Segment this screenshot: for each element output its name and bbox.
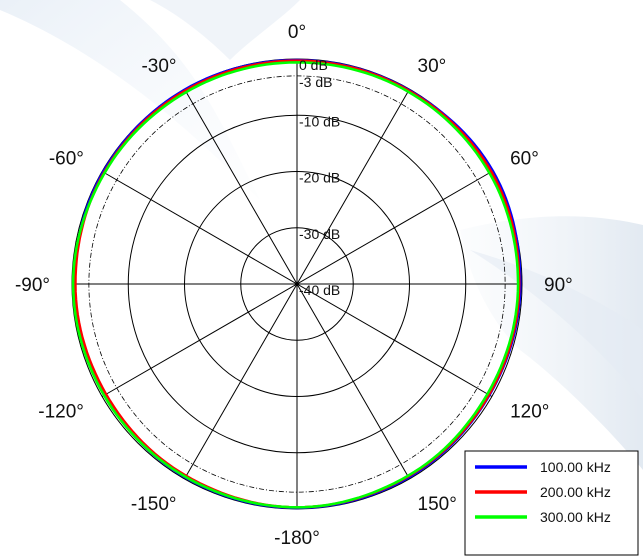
angle-label-3: 90° — [544, 275, 573, 296]
angle-label-7: -150° — [131, 494, 177, 515]
angle-label-5: 150° — [418, 494, 457, 515]
legend-label-2: 300.00 kHz — [540, 509, 611, 525]
angle-label-0: 0° — [288, 22, 306, 43]
series-line-2 — [71, 61, 520, 509]
angle-label-6: -180° — [274, 528, 320, 549]
angle-label-4: 120° — [510, 402, 549, 423]
grid-spoke-150 — [184, 88, 410, 480]
angle-label-10: -60° — [49, 149, 84, 170]
polar-series — [71, 58, 522, 510]
polar-labels: 0 dB-3 dB -10 dB -20 dB -30 dB -40 dB 0° 30° 60… — [15, 22, 573, 549]
angle-label-8: -120° — [38, 402, 84, 423]
legend: 100.00 kHz 200.00 kHz 300.00 kHz — [464, 450, 639, 556]
ring-label-1: -3 dB — [299, 74, 332, 90]
angle-label-2: 60° — [510, 149, 539, 170]
series-line-1 — [74, 59, 521, 509]
ring-label-4: -30 dB — [299, 226, 340, 242]
legend-label-0: 100.00 kHz — [540, 459, 611, 475]
legend-label-1: 200.00 kHz — [540, 484, 611, 500]
angle-label-1: 30° — [418, 56, 447, 77]
ring-label-3: -20 dB — [299, 170, 340, 186]
background-decoration — [0, 0, 643, 470]
ring-label-2: -10 dB — [299, 113, 340, 129]
ring-label-5: -40 dB — [299, 282, 340, 298]
angle-label-11: -30° — [141, 56, 176, 77]
angle-label-9: -90° — [15, 275, 50, 296]
ring-label-0: 0 dB — [299, 57, 328, 73]
